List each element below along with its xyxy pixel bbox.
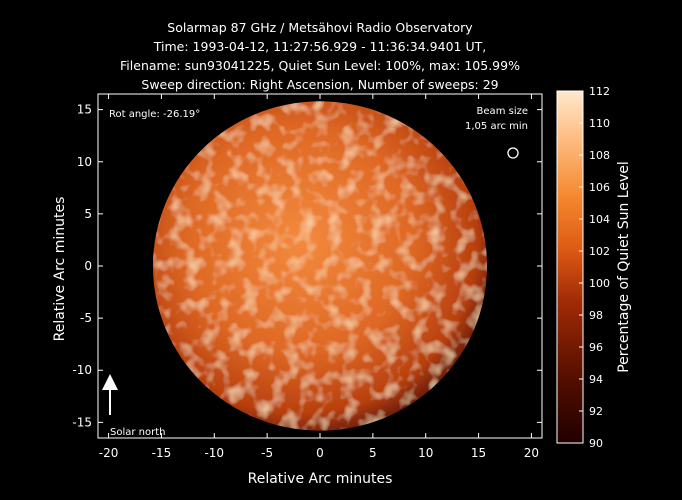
beam-size-circle bbox=[507, 147, 519, 159]
x-tick-label: 0 bbox=[316, 446, 324, 460]
title-line-2: Time: 1993-04-12, 11:27:56.929 - 11:36:3… bbox=[153, 39, 487, 54]
x-axis: -20 -15 -10 -5 0 5 10 15 20 bbox=[99, 94, 539, 460]
y-axis: -15 -10 -5 0 5 10 15 bbox=[72, 103, 542, 429]
beam-size-value: 1,05 arc min bbox=[465, 121, 528, 132]
y-tick-label: 15 bbox=[77, 103, 92, 117]
colorbar-tick-label: 100 bbox=[589, 277, 610, 290]
title-line-3: Filename: sun93041225, Quiet Sun Level: … bbox=[120, 58, 520, 73]
colorbar-tick-label: 94 bbox=[589, 373, 603, 386]
colorbar-gradient bbox=[556, 90, 584, 444]
solar-north-arrow-icon bbox=[102, 374, 118, 415]
colorbar-tick-label: 98 bbox=[589, 309, 603, 322]
y-tick-label: 5 bbox=[84, 207, 92, 221]
colorbar: 90 92 94 96 98 100 102 104 106 108 110 112 bbox=[556, 85, 610, 450]
x-axis-label: Relative Arc minutes bbox=[248, 471, 393, 487]
x-tick-label: 20 bbox=[524, 446, 539, 460]
y-tick-label: -15 bbox=[72, 415, 92, 429]
colorbar-tick-label: 106 bbox=[589, 181, 610, 194]
x-tick-label: -10 bbox=[204, 446, 224, 460]
title-line-4: Sweep direction: Right Ascension, Number… bbox=[141, 77, 499, 92]
x-tick-label: -20 bbox=[99, 446, 119, 460]
sun-disk bbox=[152, 101, 488, 431]
colorbar-tick-label: 102 bbox=[589, 245, 610, 258]
y-tick-label: -10 bbox=[72, 363, 92, 377]
colorbar-tick-label: 110 bbox=[589, 117, 610, 130]
colorbar-ticks: 90 92 94 96 98 100 102 104 106 108 110 112 bbox=[579, 85, 610, 450]
colorbar-tick-label: 104 bbox=[589, 213, 610, 226]
y-tick-label: 10 bbox=[77, 155, 92, 169]
x-tick-label: 15 bbox=[471, 446, 486, 460]
rot-angle-label: Rot angle: -26.19° bbox=[109, 109, 200, 120]
y-axis-label: Relative Arc minutes bbox=[52, 197, 68, 342]
solar-north-label: Solar north bbox=[110, 427, 166, 438]
chart-title: Solarmap 87 GHz / Metsähovi Radio Observ… bbox=[0, 18, 640, 94]
x-tick-label: -5 bbox=[261, 446, 273, 460]
x-tick-label: 10 bbox=[418, 446, 433, 460]
colorbar-tick-label: 112 bbox=[589, 85, 610, 98]
x-tick-label: -15 bbox=[152, 446, 172, 460]
colorbar-label: Percentage of Quiet Sun Level bbox=[616, 161, 632, 373]
plot-area bbox=[152, 101, 488, 431]
beam-size-label: Beam size bbox=[477, 106, 528, 117]
colorbar-tick-label: 90 bbox=[589, 437, 603, 450]
colorbar-tick-label: 96 bbox=[589, 341, 603, 354]
y-tick-label: -5 bbox=[80, 311, 92, 325]
colorbar-tick-label: 108 bbox=[589, 149, 610, 162]
colorbar-tick-label: 92 bbox=[589, 405, 603, 418]
title-line-1: Solarmap 87 GHz / Metsähovi Radio Observ… bbox=[167, 20, 473, 35]
x-tick-label: 5 bbox=[369, 446, 377, 460]
y-tick-label: 0 bbox=[84, 259, 92, 273]
